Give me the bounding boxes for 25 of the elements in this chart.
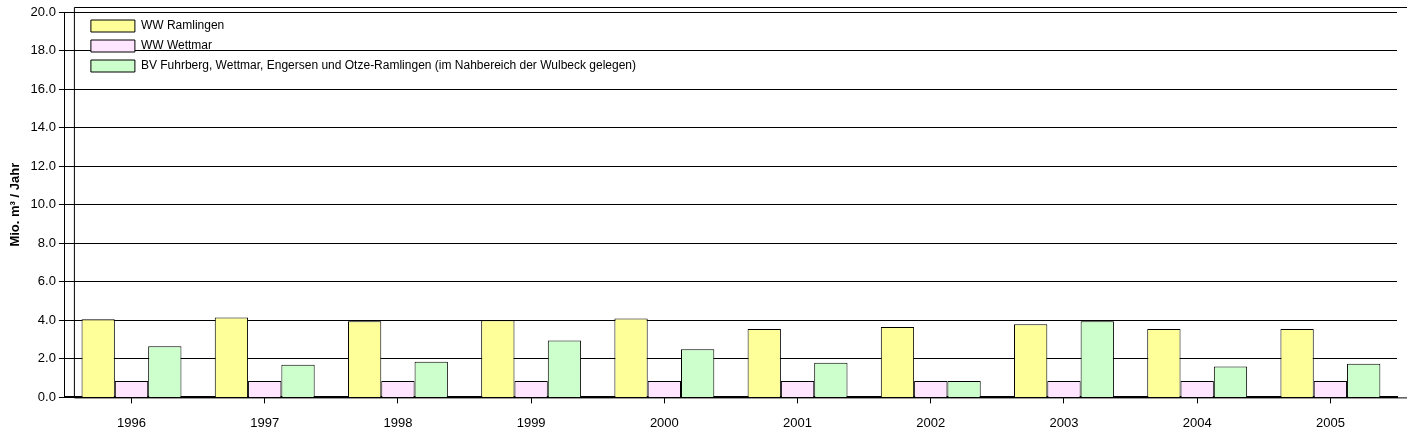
y-tick-label: 8.0 xyxy=(37,234,56,250)
x-tick-label: 2000 xyxy=(649,414,679,430)
x-tick-label: 1999 xyxy=(516,414,546,430)
legend-label: BV Fuhrberg, Wettmar, Engersen und Otze-Ramlingen (im Nahbereich der Wulbeck gelegen) xyxy=(140,58,637,73)
legend-label: WW Wettmar xyxy=(140,38,213,53)
y-tick-label: 18.0 xyxy=(30,42,56,58)
legend-label: WW Ramlingen xyxy=(140,18,225,33)
x-tick-label: 1996 xyxy=(117,414,146,430)
y-tick-label: 4.0 xyxy=(37,311,56,327)
x-tick-label: 1997 xyxy=(250,414,280,430)
x-tick-label: 1998 xyxy=(383,414,413,430)
y-tick-label: 12.0 xyxy=(30,157,56,173)
y-tick-label: 2.0 xyxy=(37,350,56,366)
y-tick-label: 14.0 xyxy=(30,119,56,135)
y-tick-label: 16.0 xyxy=(30,80,56,96)
y-axis-title: Mio. m³ / Jahr xyxy=(7,162,23,247)
x-tick-label: 2003 xyxy=(1049,414,1079,430)
y-tick-label: 10.0 xyxy=(30,196,56,212)
x-tick-label: 2001 xyxy=(783,414,813,430)
x-tick-label: 2004 xyxy=(1182,414,1212,430)
y-tick-label: 20.0 xyxy=(30,3,56,19)
y-tick-label: 6.0 xyxy=(37,273,56,289)
x-tick-label: 2005 xyxy=(1315,414,1345,430)
y-tick-label: 0.0 xyxy=(37,388,56,404)
x-tick-label: 2002 xyxy=(916,414,946,430)
